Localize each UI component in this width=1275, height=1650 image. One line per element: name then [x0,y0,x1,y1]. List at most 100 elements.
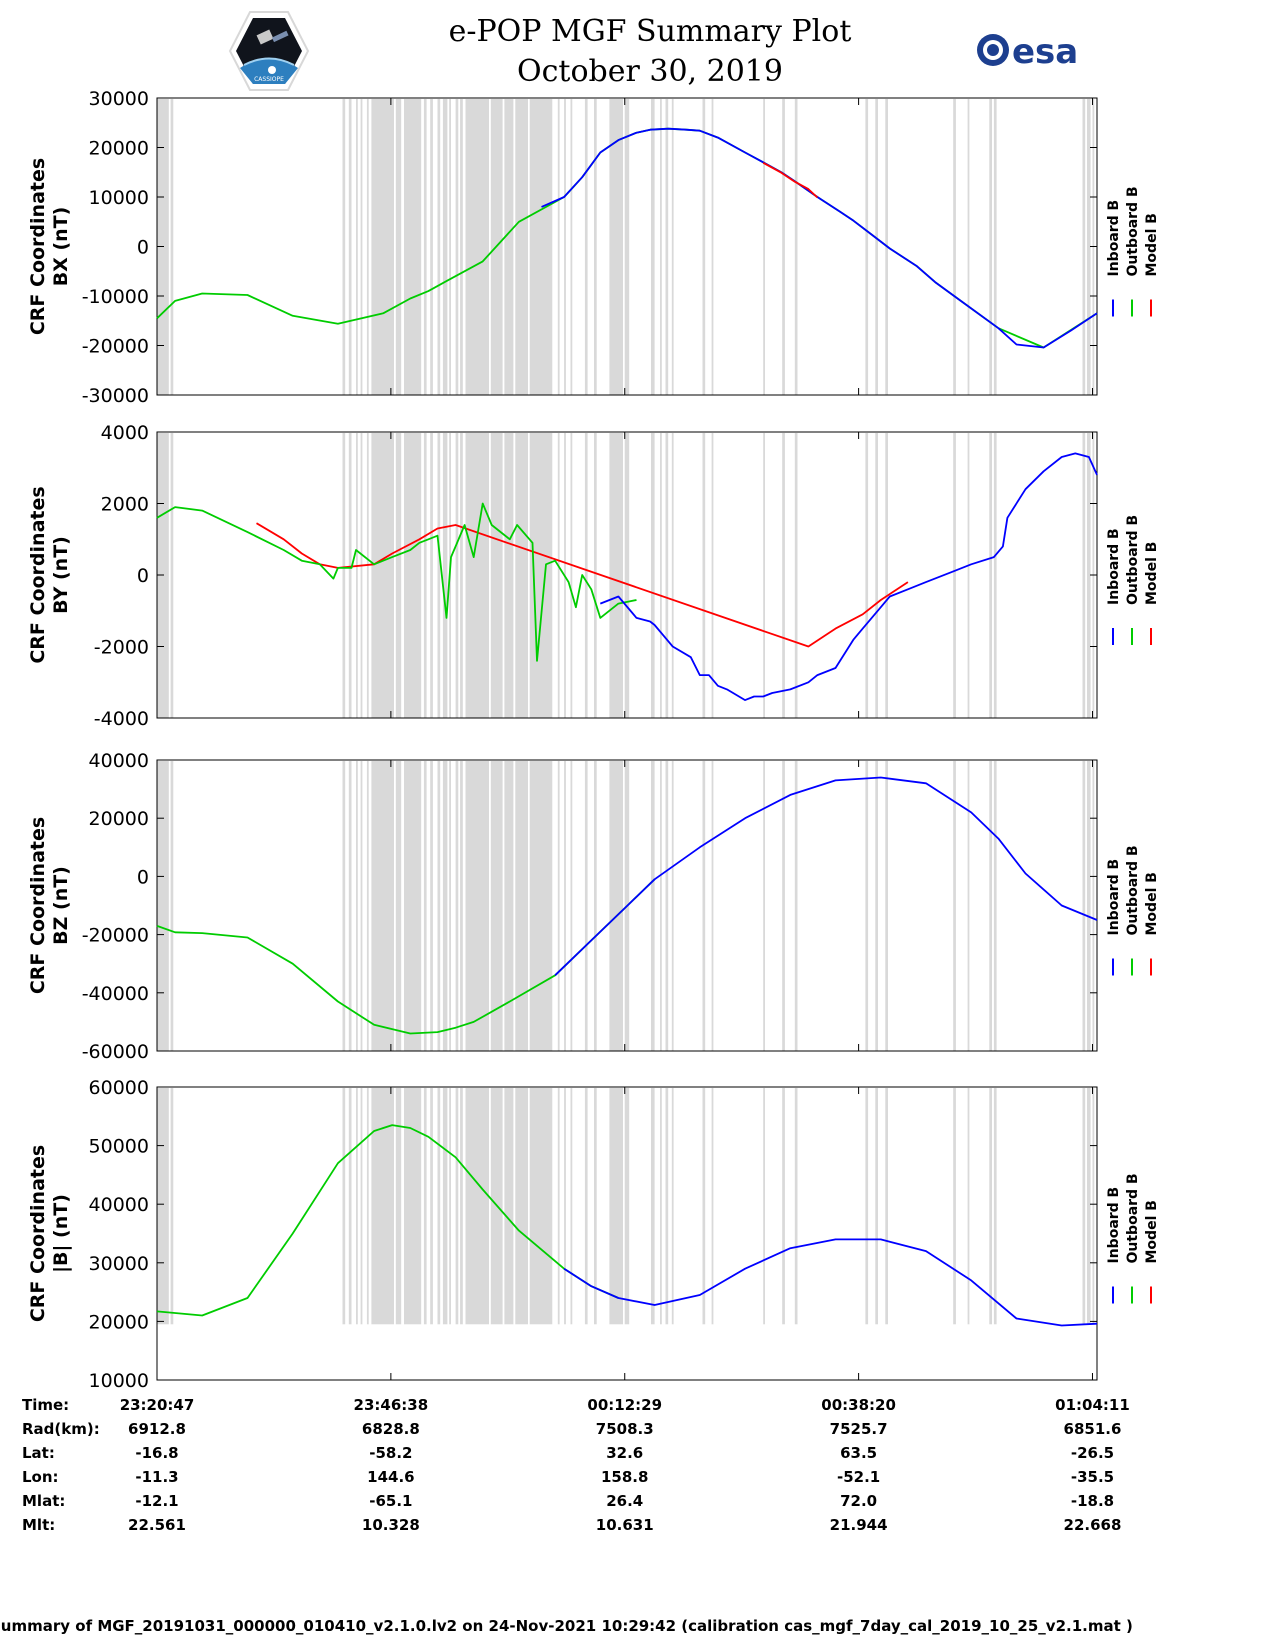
y-tick-label: 20000 [89,808,149,830]
y-tick-label: -30000 [82,385,149,407]
data-gap-band [782,761,785,1051]
data-gap-band [671,433,674,718]
data-gap-band [515,1088,528,1325]
data-gap-band [465,99,489,395]
data-gap-band [711,761,714,1051]
data-gap-band [1087,761,1091,1051]
data-gap-band [609,761,623,1051]
ephemeris-row-label: Rad(km): [22,1420,100,1438]
plot-frame [156,1086,1098,1381]
data-gap-band [651,761,655,1051]
data-gap-band [1087,99,1091,395]
data-gap-band [529,761,553,1051]
legend-label: Model B [1144,872,1160,935]
data-gap-band [529,1088,553,1325]
data-gap-band [356,99,358,395]
data-gap-band [989,433,992,718]
data-gap-band [660,1088,662,1325]
data-gap-band [442,433,448,718]
data-gap-band [437,433,441,718]
data-gap-band [442,761,448,1051]
data-gap-band [702,761,706,1051]
data-gap-band [423,761,427,1051]
legend-label: Inboard B [1106,200,1122,277]
ephemeris-table: Time: Rad(km): Lat: Lon: Mlat: Mlt: 23:20:47 69… [22,1396,1130,1534]
esa-logo: esa [977,32,1078,70]
data-gap-band [967,99,970,395]
panel-3: -60000 -40000 -20000 0 20000 40000 CRF Coordin… [27,750,1160,1063]
legend-label: Inboard B [1106,859,1122,936]
y-tick-label: -10000 [82,286,149,308]
y-tick-label: 0 [137,237,149,259]
y-tick-label: 40000 [89,1194,149,1216]
series-line-model-b [256,522,909,648]
data-gap-band [875,433,878,718]
panel-2: -4000 -2000 0 2000 4000 CRF CoordinatesBY (nT… [27,422,1160,730]
y-tick-label: -60000 [82,1041,149,1063]
legend-label: Model B [1144,542,1160,605]
data-gap-band [782,99,785,395]
y-axis-label-line: CRF Coordinates [27,817,49,994]
ephemeris-value: -11.3 [135,1468,178,1486]
data-gap-band [430,433,433,718]
ephemeris-value: -52.1 [837,1468,880,1486]
legend-label: Inboard B [1106,1187,1122,1264]
data-gap-band [342,761,346,1051]
data-gap-band [442,99,448,395]
data-gap-band [360,1088,363,1325]
data-gap-band [651,99,655,395]
data-gap-band [348,1088,352,1325]
data-gap-band [594,99,597,395]
data-gap-band [660,99,662,395]
data-gap-band [170,1088,174,1325]
data-gap-band [967,1088,970,1325]
data-gap-band [989,1088,992,1325]
y-tick-label: 40000 [89,750,149,772]
y-tick-label: 60000 [89,1077,149,1099]
data-gap-band [665,761,669,1051]
ephemeris-value: 10.328 [362,1516,420,1534]
ephemeris-value: 22.668 [1064,1516,1122,1534]
y-axis-label-line: CRF Coordinates [27,486,49,663]
ephemeris-value: -65.1 [369,1492,412,1510]
data-gap-band [504,99,514,395]
data-gap-band [465,433,489,718]
data-gap-band [763,433,765,718]
y-tick-label: -4000 [94,708,149,730]
legend-label: Outboard B [1125,515,1141,605]
x-tick-label-time: 23:20:47 [120,1396,195,1414]
data-gap-band [437,99,441,395]
data-gap-band [360,99,363,395]
data-gap-band [460,433,463,718]
data-gap-band [564,761,566,1051]
series-line-inboard-b [563,1238,1098,1327]
y-tick-label: 20000 [89,1311,149,1333]
y-tick-label: 30000 [89,88,149,110]
data-gap-band [430,1088,433,1325]
ephemeris-value: 22.561 [128,1516,186,1534]
y-tick-label: 20000 [89,138,149,160]
ephemeris-value: 26.4 [606,1492,643,1510]
data-gap-band [794,433,798,718]
data-gap-band [875,1088,878,1325]
data-gap-band [594,761,597,1051]
cassiope-logo-caption: CASSIOPE [254,76,284,83]
data-gap-band [702,1088,706,1325]
ephemeris-value: 72.0 [840,1492,877,1510]
esa-logo-text: esa [1012,32,1078,70]
data-gap-band [395,433,402,718]
data-gap-band [1082,99,1086,395]
ephemeris-row-label: Mlt: [22,1516,55,1534]
data-gap-band [395,99,402,395]
data-gap-band [490,761,503,1051]
data-gap-band [557,761,560,1051]
ephemeris-value: 21.944 [830,1516,888,1534]
ephemeris-value: 10.631 [596,1516,654,1534]
data-gap-band [584,761,588,1051]
data-gap-band [395,1088,402,1325]
y-axis-label-line: CRF Coordinates [27,158,49,335]
ephemeris-value: 7525.7 [830,1420,888,1438]
data-gap-band [366,1088,369,1325]
data-gap-band [1087,433,1091,718]
